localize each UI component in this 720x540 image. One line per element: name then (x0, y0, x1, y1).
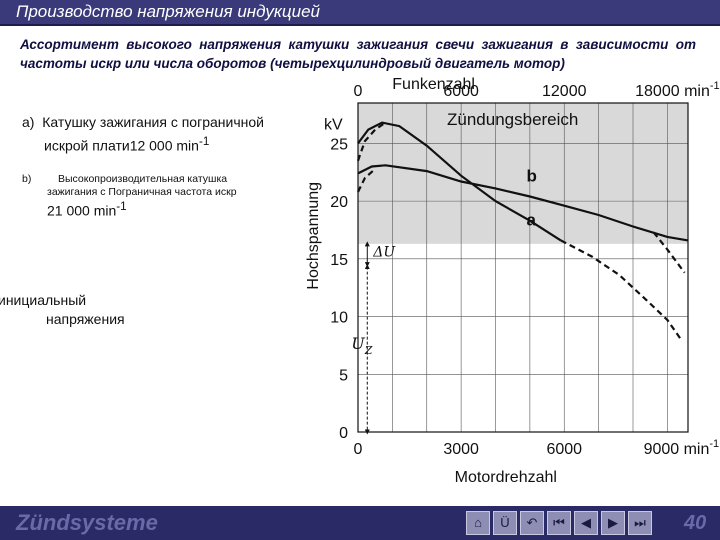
uz-main: U (351, 334, 365, 353)
item-b-text-3-wrap: 21 000 min-1 (47, 200, 127, 219)
reserve-text-2: напряжения (46, 311, 125, 327)
y-tick-label: 10 (330, 310, 348, 327)
item-a-text-2: искрой плати12 000 min (44, 137, 199, 154)
y-tick-label: 15 (330, 252, 348, 269)
reserve-text-1: инициальный (0, 292, 87, 308)
plot-border (357, 102, 689, 433)
item-b-text-1: Высокопроизводительная катушка (58, 173, 228, 185)
index-button[interactable]: Ü (493, 511, 517, 535)
bottom-bar: Zündsysteme ⌂ Ü ↶ ⏮ ◀ ▶ ⏭ 40 (0, 506, 720, 540)
series-b-dashed-start (357, 167, 376, 193)
next-page-icon[interactable]: ▶ (601, 511, 625, 535)
x-tick-label: 3000 (443, 441, 479, 458)
series-b-line (357, 164, 689, 242)
y-tick-label: 5 (339, 367, 348, 384)
first-page-icon[interactable]: ⏮ (547, 511, 571, 535)
item-b-text-3: 21 000 min (47, 202, 117, 219)
top-tick-label: 18000 min-1 (635, 80, 720, 100)
delta-u-label: ΔU (372, 245, 396, 261)
x-tick-label: 0 (354, 441, 363, 458)
nav-buttons: ⌂ Ü ↶ ⏮ ◀ ▶ ⏭ (466, 511, 655, 535)
x-axis-label: Motordrehzahl (455, 469, 557, 486)
top-tick-label: 12000 (542, 83, 587, 100)
top-tick-label: 6000 (443, 83, 479, 100)
y-axis-label: Hochspannung (305, 182, 322, 290)
series-a-label: a (526, 210, 536, 229)
top-unit-sup: -1 (710, 80, 720, 92)
prev-page-icon[interactable]: ◀ (574, 511, 598, 535)
page-number: 40 (684, 512, 707, 534)
intro-text: Ассортимент высокого напряжения катушки … (20, 37, 696, 71)
y-tick-label: 25 (330, 136, 348, 153)
item-a-sup: -1 (198, 135, 210, 148)
y-tick-label: 20 (330, 194, 348, 211)
item-b-text-2: зажигания с Пограничная частота искр (47, 186, 237, 198)
series-a-line (357, 121, 562, 242)
item-b: b) Высокопроизводительная катушка (22, 172, 227, 186)
y-unit-label: kV (324, 117, 343, 134)
series-b-dashed-end (652, 231, 686, 274)
item-a: a) Катушку зажигания с пограничной искро… (22, 113, 264, 156)
item-a-label: a) (22, 114, 35, 130)
series-b-label: b (526, 166, 536, 185)
x-tick-label: 6000 (546, 441, 582, 458)
last-page-icon[interactable]: ⏭ (628, 511, 652, 535)
series-a-dashed-end (560, 239, 683, 341)
uz-label: UZ (351, 334, 372, 357)
y-tick-label: 0 (339, 425, 348, 442)
home-icon[interactable]: ⌂ (466, 511, 490, 535)
return-icon[interactable]: ↶ (520, 511, 544, 535)
item-b-sup: -1 (116, 200, 127, 213)
item-a-text-1: Катушку зажигания с пограничной (42, 114, 264, 130)
brand-label: Zündsysteme (16, 510, 158, 535)
title-bar: Производство напряжения индукцией (0, 0, 720, 26)
voltage-chart: Zündungsbereich a b ΔU UZ 0 3000 6000 9000 m… (305, 76, 720, 486)
top-axis-label: Funkenzahl (392, 76, 475, 93)
item-b-label: b) (22, 173, 32, 185)
slide-title: Производство напряжения индукцией (16, 2, 320, 21)
x-tick-label: 9000 min-1 (644, 438, 720, 458)
ignition-region-label: Zündungsbereich (447, 110, 578, 129)
top-tick-label: 0 (354, 83, 363, 100)
x-unit-sup: -1 (709, 438, 719, 450)
uz-sub: Z (364, 344, 373, 357)
series-a-dashed-start (356, 121, 387, 162)
